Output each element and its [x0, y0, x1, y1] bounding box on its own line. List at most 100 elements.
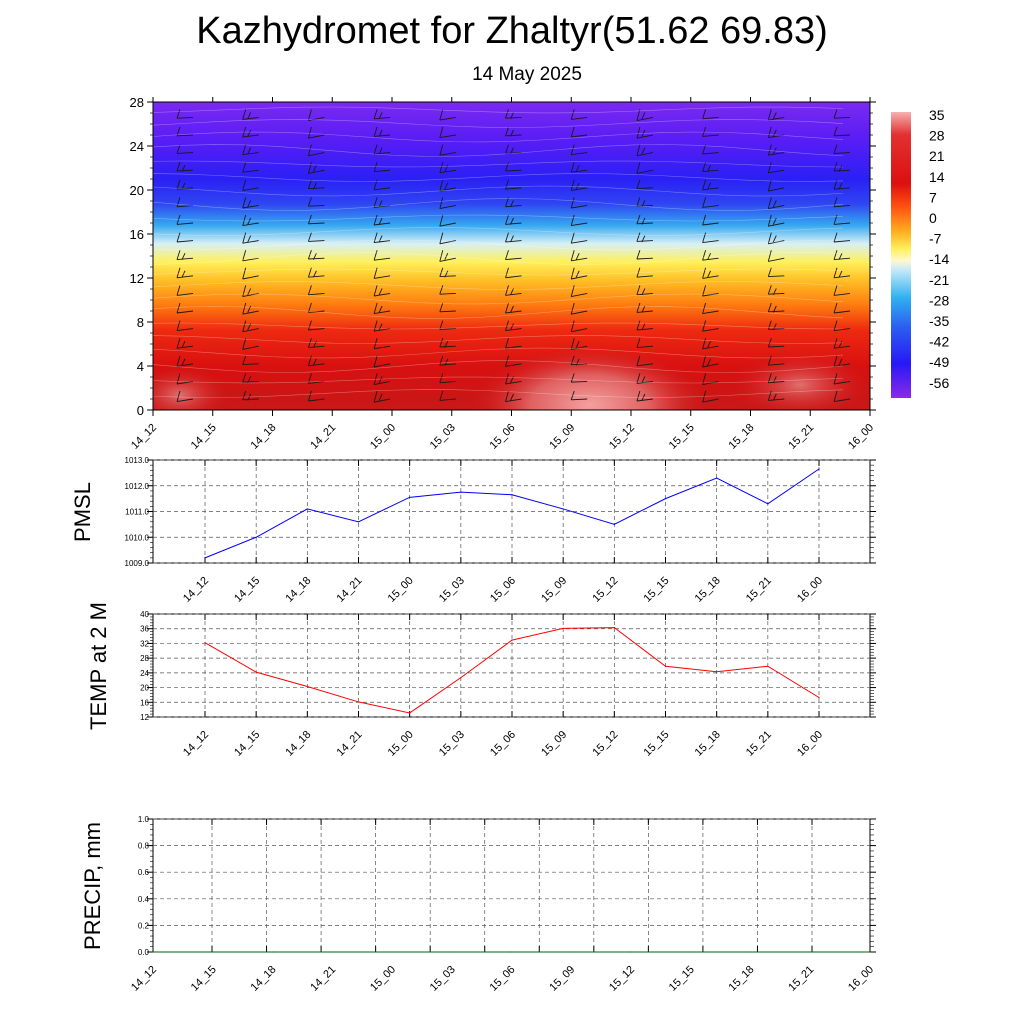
- wind-barb-flag: [247, 235, 252, 243]
- wind-barb-flag: [439, 197, 444, 209]
- wind-barb-flag: [833, 144, 838, 154]
- wind-barb-flag: [510, 376, 514, 384]
- wind-barb-flag: [307, 355, 312, 366]
- contour-line: [153, 360, 844, 373]
- data-point: [664, 498, 667, 500]
- wind-barb-flag: [767, 390, 772, 401]
- y-tick-label: 0.8: [138, 842, 150, 851]
- wind-barb-staff: [308, 152, 325, 157]
- wind-barb-flag: [176, 267, 181, 278]
- wind-barb-flag: [702, 355, 707, 368]
- wind-barb-flag: [242, 373, 247, 383]
- x-tick-label: 15_15: [642, 575, 672, 605]
- wind-barb-staff: [308, 116, 325, 122]
- contour-line: [153, 268, 844, 276]
- wind-barb-flag: [838, 270, 843, 278]
- wind-barb-flag: [505, 197, 509, 207]
- wind-barb-staff: [374, 240, 391, 244]
- wind-barb-flag: [575, 182, 580, 190]
- wind-barb-flag: [570, 267, 575, 280]
- wind-barb-staff: [505, 380, 522, 385]
- wind-barb-staff: [768, 240, 785, 245]
- wind-barb-flag: [833, 214, 838, 225]
- wind-barb-flag: [307, 338, 312, 348]
- wind-barb-flag: [570, 320, 575, 332]
- wind-barb-flag: [833, 162, 838, 172]
- colorbar-label: 28: [929, 128, 945, 144]
- wind-barb-flag: [242, 144, 247, 155]
- cs-y-tick-label: 0: [137, 403, 144, 418]
- wind-barb-flag: [247, 147, 252, 155]
- wind-barb-flag: [636, 214, 641, 224]
- wind-barb-staff: [242, 398, 259, 401]
- wind-barb-flag: [636, 355, 641, 366]
- y-tick-label: 0.6: [138, 868, 150, 877]
- x-tick-label: 14_21: [335, 729, 365, 759]
- wind-barb-flag: [444, 253, 449, 260]
- wind-barb-flag: [636, 179, 641, 189]
- contour-line: [153, 173, 844, 182]
- wind-barb-flag: [767, 214, 772, 227]
- cs-x-tick-label: 14_12: [129, 422, 159, 452]
- wind-barb-flag: [707, 182, 712, 190]
- wind-barb-flag: [772, 129, 777, 137]
- y-axis-label: PMSL: [70, 482, 95, 542]
- x-tick-label: 15_03: [437, 575, 467, 605]
- wind-barb-flag: [636, 302, 641, 313]
- colorbar-label: -7: [929, 231, 942, 247]
- wind-barb-staff: [833, 380, 851, 385]
- wind-barb-staff: [505, 222, 522, 225]
- wind-barb-flag: [833, 250, 838, 260]
- data-point: [152, 951, 154, 953]
- wind-barb-staff: [636, 292, 653, 296]
- wind-barb-flag: [439, 320, 444, 330]
- wind-barb-flag: [702, 197, 707, 208]
- wind-barb-staff: [374, 292, 391, 297]
- wind-barb-flag: [378, 235, 383, 243]
- cs-x-tick-label: 15_06: [488, 422, 518, 452]
- wind-barb-flag: [575, 165, 580, 172]
- wind-barb-staff: [242, 345, 259, 350]
- wind-barb-flag: [641, 200, 646, 208]
- x-tick-label: 14_12: [181, 729, 211, 759]
- wind-barb-flag: [307, 267, 312, 278]
- wind-barb-flag: [510, 235, 514, 243]
- wind-barb-flag: [833, 338, 838, 349]
- wind-barb-staff: [242, 152, 259, 156]
- wind-barb-flag: [767, 267, 772, 277]
- wind-barb-flag: [242, 250, 247, 261]
- wind-barb-flag: [702, 214, 707, 226]
- wind-barb-flag: [772, 217, 777, 225]
- wind-barb-staff: [505, 363, 522, 367]
- wind-barb-flag: [176, 250, 181, 260]
- wind-barb-flag: [641, 323, 646, 331]
- wind-barb-flag: [641, 147, 646, 155]
- wind-barb-flag: [176, 109, 181, 119]
- wind-barb-staff: [308, 328, 325, 331]
- contour-line: [153, 185, 844, 197]
- wind-barb-staff: [571, 310, 588, 315]
- wind-barb-flag: [510, 129, 514, 137]
- wind-barb-staff: [439, 187, 456, 192]
- data-point: [869, 951, 871, 953]
- wind-barb-staff: [833, 292, 851, 296]
- wind-barb-staff: [702, 152, 719, 155]
- wind-barb-flag: [510, 305, 514, 313]
- wind-barb-flag: [247, 305, 252, 313]
- wind-barb-staff: [176, 116, 194, 119]
- wind-barb-flag: [636, 267, 641, 278]
- wind-barb-staff: [505, 204, 522, 208]
- x-tick-label: 15_06: [488, 729, 518, 759]
- wind-barb-flag: [176, 144, 181, 154]
- wind-barb-staff: [702, 116, 719, 120]
- wind-barb-staff: [768, 204, 785, 210]
- data-point: [664, 665, 667, 667]
- wind-barb-staff: [308, 380, 325, 384]
- wind-barb-staff: [374, 345, 391, 350]
- wind-barb-flag: [772, 235, 777, 243]
- wind-barb-flag: [312, 358, 317, 366]
- wind-barb-flag: [505, 232, 509, 243]
- x-tick-label: 14_12: [181, 575, 211, 605]
- x-tick-label: 16_00: [795, 729, 825, 759]
- y-tick-label: 12: [140, 713, 149, 722]
